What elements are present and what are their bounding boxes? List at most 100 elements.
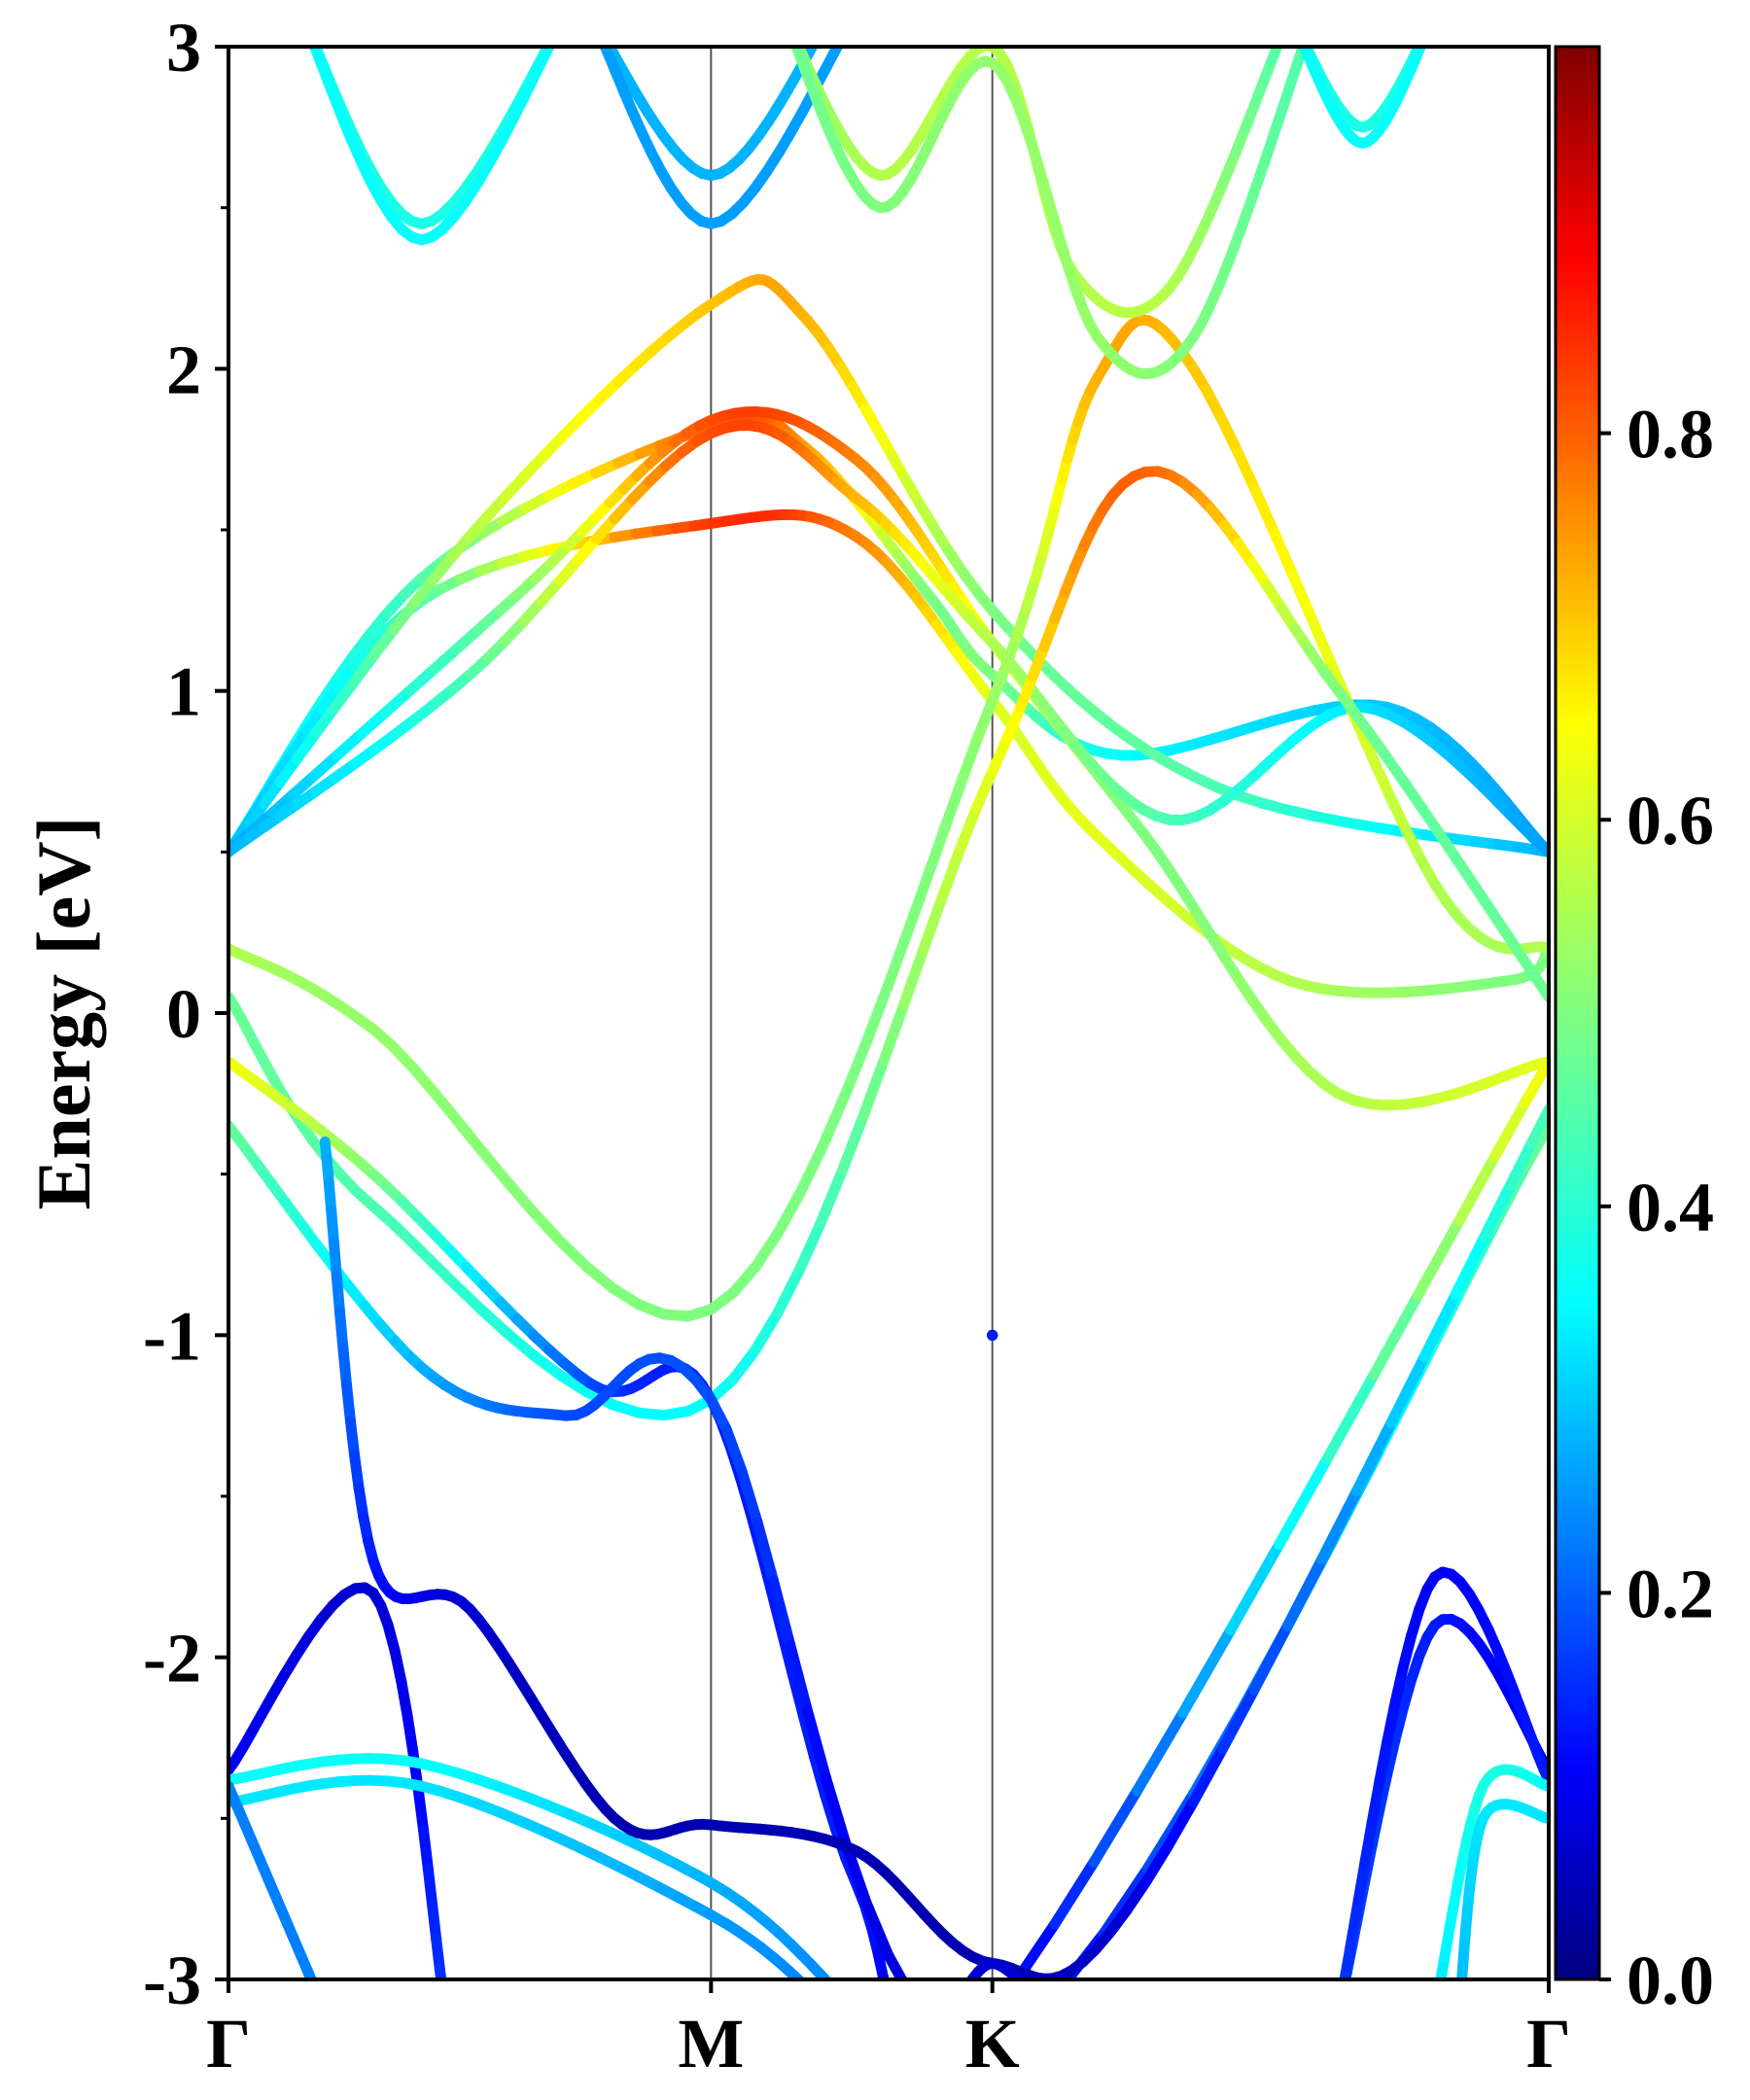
band-segment <box>1281 1554 1328 1632</box>
band-segment <box>303 1969 318 1979</box>
band-segment <box>476 1145 513 1188</box>
band-segment <box>972 695 998 743</box>
band-segment <box>821 21 826 31</box>
band-segment <box>328 1236 342 1281</box>
band-segment <box>1350 1418 1397 1497</box>
band-segment <box>752 1517 780 1587</box>
band-segment <box>811 1992 817 1998</box>
band-segment <box>418 1825 434 1874</box>
band-line <box>228 1780 321 2002</box>
band-segment <box>1452 1151 1501 1228</box>
band-segment <box>826 15 831 22</box>
band-segment <box>379 684 416 718</box>
band-segment <box>1187 1743 1228 1807</box>
band-segment <box>878 999 909 1067</box>
band-segment <box>1021 1978 1026 1979</box>
y-tick-label: 1 <box>166 653 201 731</box>
band-segment <box>355 707 391 740</box>
band-segment <box>970 766 998 814</box>
band-segment <box>736 1465 763 1528</box>
band-segment <box>1300 47 1312 51</box>
band-segment <box>961 1994 963 1999</box>
band-segment <box>315 1989 321 2002</box>
band-line <box>228 508 1549 998</box>
band-segment <box>1520 1056 1549 1108</box>
band-lines <box>228 15 1549 2064</box>
band-segment <box>1424 26 1428 35</box>
band-segment <box>772 1186 807 1239</box>
band-segment <box>1297 28 1301 38</box>
x-tick-label: K <box>965 2005 1020 2082</box>
band-segment <box>1232 447 1262 497</box>
band-segment <box>344 1416 361 1461</box>
band-segment <box>828 47 844 59</box>
band-segment <box>897 945 928 1011</box>
band-segment <box>1028 1989 1032 1994</box>
band-segment <box>1316 1486 1362 1565</box>
band-segment <box>422 1863 438 1911</box>
band-segment <box>727 1345 761 1385</box>
band-segment <box>1293 20 1297 28</box>
band-segment <box>388 598 420 636</box>
band-segment <box>1290 15 1293 19</box>
band-segment <box>1131 1707 1189 1797</box>
band-segment <box>802 1705 832 1784</box>
band-segment <box>987 733 1013 777</box>
band-segment <box>788 23 792 35</box>
band-line <box>228 314 1549 1322</box>
band-segment <box>428 1086 463 1127</box>
band-segment <box>921 822 951 886</box>
band-segment <box>1339 1992 1343 2012</box>
band-segment <box>809 1751 830 1801</box>
colorbar <box>1554 45 1601 1981</box>
band-segment <box>404 663 439 696</box>
band-segment <box>1049 1856 1100 1930</box>
band-segment <box>936 2028 963 2045</box>
colorbar-tick-label: 0.4 <box>1627 1169 1714 1246</box>
band-segment <box>1413 1216 1464 1301</box>
band-segment <box>305 24 311 38</box>
band-line <box>228 419 1549 858</box>
band-segment <box>844 2000 850 2007</box>
band-segment <box>851 2007 857 2012</box>
band-segment <box>1368 1289 1424 1381</box>
band-segment <box>1520 1120 1549 1172</box>
y-tick-label: 3 <box>166 9 201 87</box>
band-segment <box>1321 1369 1380 1464</box>
band-segment <box>1293 19 1297 26</box>
band-segment <box>402 1710 419 1759</box>
band-segment <box>827 2008 832 2012</box>
band-segment <box>815 1165 848 1228</box>
band-segment <box>412 1785 430 1837</box>
band-segment <box>590 15 595 22</box>
band-segment <box>443 1993 446 2012</box>
band-segment <box>1043 2007 1046 2010</box>
band-segment <box>804 1985 811 1992</box>
band-segment <box>843 24 851 37</box>
band-segment <box>451 1115 488 1157</box>
band-segment <box>1290 15 1293 20</box>
colorbar-tick-label: 0.8 <box>1627 396 1714 473</box>
band-segment <box>1435 2002 1437 2012</box>
band-segment <box>1366 1775 1385 1828</box>
band-segment <box>898 2037 905 2050</box>
band-segment <box>1162 1796 1199 1853</box>
band-segment <box>1025 1986 1062 2024</box>
band-segment <box>333 1306 349 1354</box>
band-segment <box>428 1258 463 1292</box>
band-segment <box>935 2053 951 2062</box>
band-segment <box>1177 1625 1237 1719</box>
band-segment <box>1036 1999 1040 2003</box>
band-segment <box>785 1639 814 1717</box>
band-segment <box>1385 1351 1430 1429</box>
band-segment <box>923 2062 935 2064</box>
band-segment <box>331 1270 345 1317</box>
x-tick-label: Γ <box>1526 2005 1571 2082</box>
band-segment <box>1397 1629 1418 1673</box>
band-segment <box>1428 19 1432 26</box>
band-segment <box>1339 1995 1343 2012</box>
band-segment <box>1418 1288 1461 1363</box>
band-segment <box>368 624 400 662</box>
y-tick-label: 2 <box>166 331 201 408</box>
band-segment <box>396 1675 413 1722</box>
